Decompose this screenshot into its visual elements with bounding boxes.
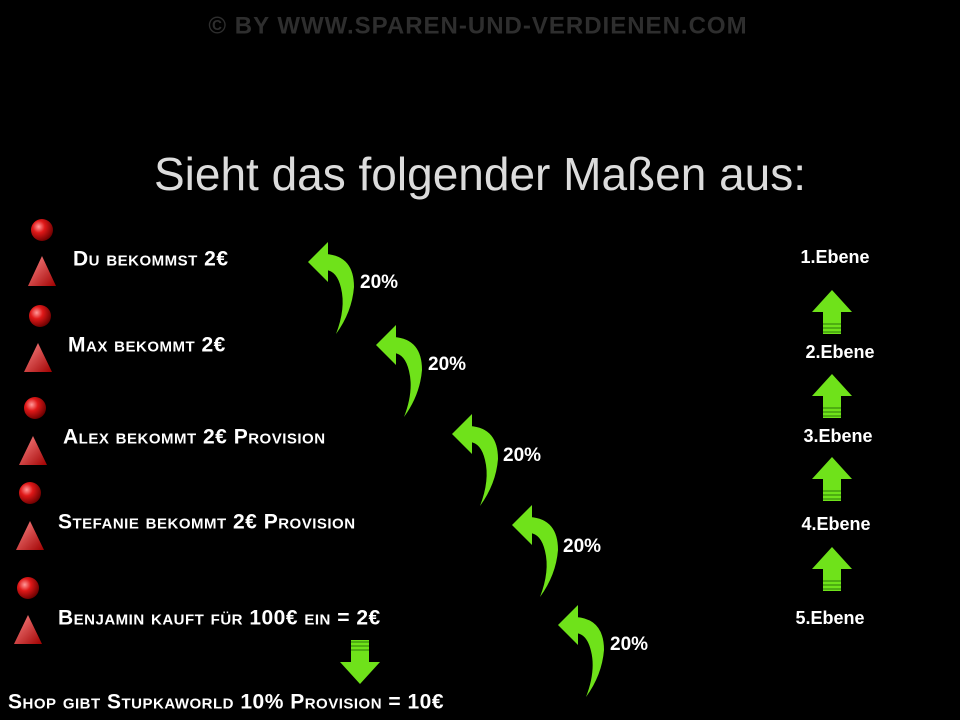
level: 1.Ebene — [800, 247, 869, 267]
row-label: Benjamin kauft für 100€ ein = 2€ — [58, 607, 381, 630]
percent: 20% — [503, 445, 541, 466]
level: 3.Ebene — [803, 426, 872, 446]
row-label: Du bekommst 2€ — [73, 248, 229, 271]
row-label: Max bekommt 2€ — [68, 334, 226, 357]
level: 4.Ebene — [801, 514, 870, 534]
bullets — [14, 219, 56, 644]
percent: 20% — [428, 354, 466, 375]
row-label: Stefanie bekommt 2€ Provision — [58, 511, 356, 534]
watermark: © BY WWW.SPAREN-UND-VERDIENEN.COM — [208, 12, 747, 39]
footer: Shop gibt Stupkaworld 10% Provision = 10… — [8, 691, 444, 714]
level: 2.Ebene — [805, 342, 874, 362]
percent: 20% — [360, 272, 398, 293]
percent: 20% — [610, 634, 648, 655]
level: 5.Ebene — [795, 608, 864, 628]
percent: 20% — [563, 536, 601, 557]
down-arrow — [339, 639, 381, 685]
slide-title: Sieht das folgender Maßen aus: — [154, 148, 806, 200]
row-label: Alex bekommt 2€ Provision — [63, 426, 326, 449]
